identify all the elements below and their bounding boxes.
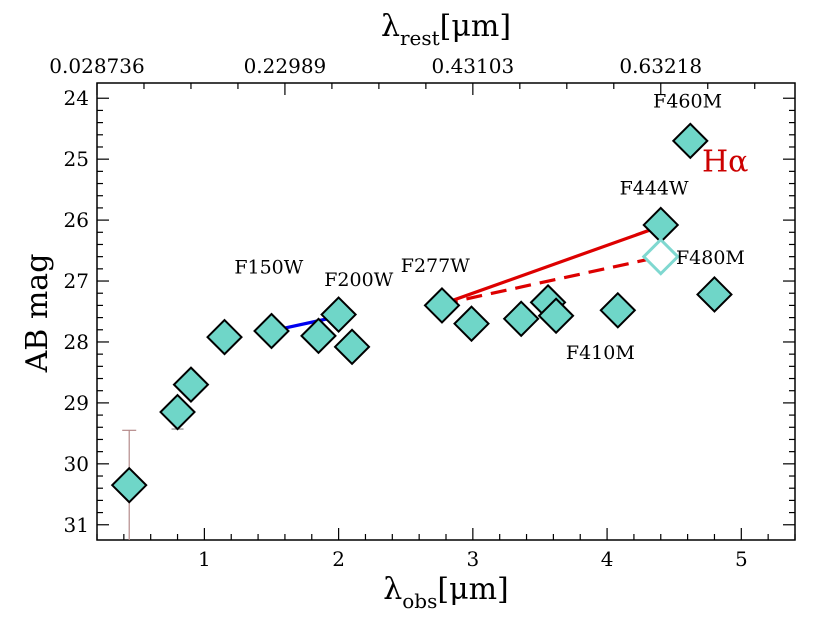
data-point [333, 328, 371, 366]
x-tick-label: 2 [332, 547, 345, 571]
top-tick-label: 0.028736 [49, 54, 144, 78]
top-axis-title-unit: [μm] [440, 9, 511, 44]
x-axis-title-unit: [μm] [437, 572, 508, 607]
band-label-f277w: F277W [401, 255, 470, 277]
data-point [320, 296, 358, 333]
red-dashed-fit-line [441, 255, 662, 306]
y-tick-label: 28 [64, 330, 89, 354]
data-point [453, 305, 490, 343]
y-tick-label: 24 [64, 86, 89, 110]
top-axis-title-main: λ [381, 9, 400, 44]
data-point [537, 297, 575, 335]
x-tick-label: 1 [198, 547, 211, 571]
data-point [206, 318, 243, 356]
x-axis-title: λobs[μm] [383, 572, 508, 613]
open-data-point [641, 237, 680, 276]
y-tick-label: 30 [64, 452, 89, 476]
data-markers [110, 122, 733, 504]
data-point [502, 300, 540, 338]
x-axis-title-sub: obs [402, 589, 437, 613]
top-tick-label: 0.22989 [244, 54, 327, 78]
data-point [696, 276, 733, 313]
y-tick-label: 26 [64, 208, 89, 232]
band-label-f444w: F444W [620, 178, 689, 200]
data-point [423, 286, 461, 324]
top-axis-title: λrest[μm] [381, 9, 511, 50]
band-label-f480m: F480M [676, 247, 745, 269]
band-label-f460m: F460M [653, 90, 722, 112]
axis-tick-labels: 1 2 3 4 5 0.028736 0.22989 0.43103 0.63218 24 25 26… [49, 54, 747, 571]
top-tick-label: 0.63218 [619, 54, 702, 78]
band-label-f150w: F150W [234, 257, 303, 279]
halpha-label: Hα [702, 144, 748, 179]
top-axis-title-sub: rest [400, 26, 440, 50]
y-tick-label: 31 [64, 513, 89, 537]
y-axis-title: AB mag [20, 254, 55, 374]
top-tick-label: 0.43103 [431, 54, 514, 78]
y-tick-label: 25 [64, 147, 89, 171]
data-point [671, 122, 709, 160]
band-label-f200w: F200W [324, 269, 393, 291]
x-axis-title-main: λ [383, 572, 402, 607]
x-tick-label: 3 [466, 547, 479, 571]
data-point [172, 366, 210, 404]
x-tick-label: 4 [601, 547, 614, 571]
data-point [599, 291, 637, 329]
band-annotations: F150W F200W F277W F410M F444W F460M F480M [234, 90, 745, 364]
band-label-f410m: F410M [566, 342, 635, 364]
y-tick-label: 27 [64, 269, 89, 293]
axis-ticks [96, 83, 796, 540]
data-point [642, 206, 680, 244]
data-point [159, 393, 196, 431]
y-tick-label: 29 [64, 391, 89, 415]
data-point [110, 466, 148, 504]
red-solid-fit-line [441, 224, 662, 306]
x-tick-label: 5 [735, 547, 748, 571]
data-point [253, 312, 290, 350]
data-point [300, 317, 337, 355]
